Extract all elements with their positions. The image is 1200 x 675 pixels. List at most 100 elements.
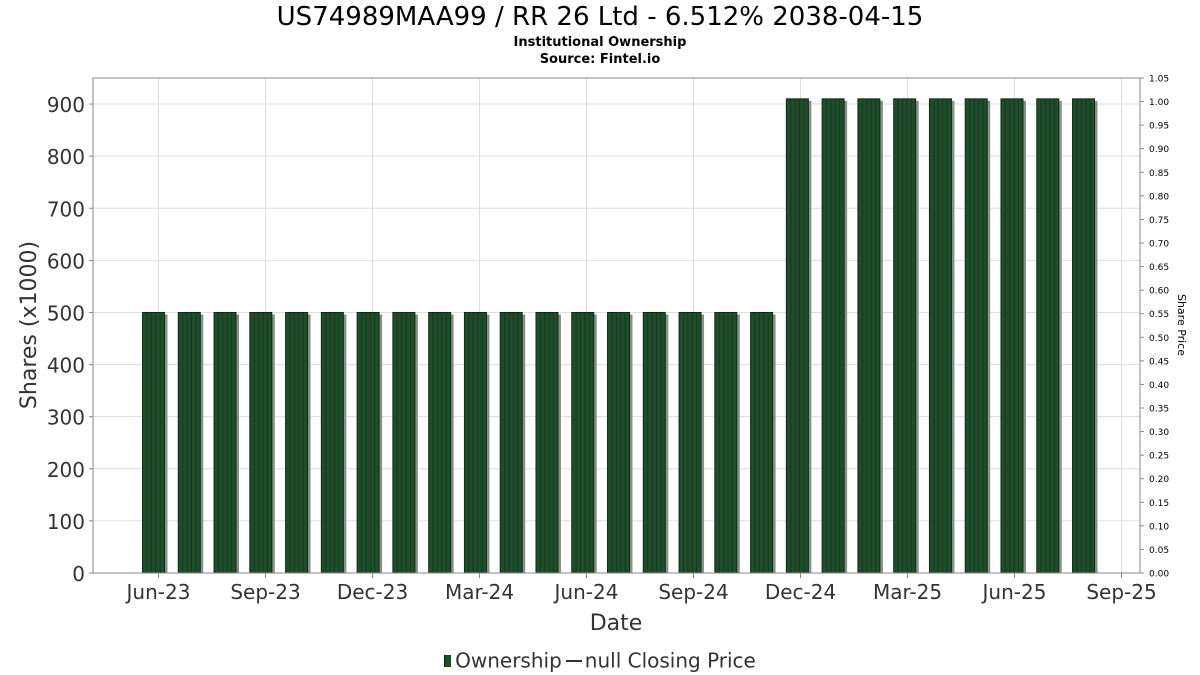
- bar-body: [785, 98, 809, 574]
- y2-tick-label: 0.55: [1149, 310, 1169, 320]
- ownership-bar: [571, 311, 597, 574]
- y-tick-label: 400: [47, 354, 85, 378]
- y-tick-label: 200: [47, 458, 85, 482]
- ownership-bar: [177, 311, 204, 574]
- bar-body: [1072, 98, 1096, 574]
- y2-tick-label: 0.95: [1149, 122, 1169, 132]
- x-tick-label: Sep-25: [1086, 580, 1156, 604]
- bar-body: [463, 311, 487, 574]
- ownership-legend-swatch: [444, 654, 452, 667]
- bar-body: [428, 311, 452, 574]
- bar-body: [142, 311, 165, 574]
- y-tick-label: 700: [47, 197, 85, 221]
- ownership-bar: [320, 311, 347, 574]
- bar-body: [893, 98, 917, 574]
- y-tick-label: 100: [47, 510, 85, 534]
- chart-source: Source: Fintel.io: [539, 52, 661, 67]
- ownership-bar: [1072, 98, 1098, 574]
- bar-body: [928, 98, 952, 574]
- y-tick-label: 0: [72, 562, 85, 586]
- y2-tick-label: 0.35: [1149, 405, 1169, 415]
- x-tick-label: Mar-25: [873, 580, 942, 604]
- ownership-bar: [964, 98, 991, 574]
- x-tick-label: Jun-23: [125, 580, 191, 604]
- y-tick-label: 300: [47, 406, 85, 430]
- ownership-bar: [535, 311, 561, 574]
- ownership-bar: [499, 311, 526, 574]
- price-legend-swatch: [565, 659, 582, 662]
- bar-body: [1036, 98, 1060, 574]
- y2-tick-label: 0.65: [1149, 263, 1169, 273]
- ownership-bar: [285, 311, 311, 574]
- y2-tick-label: 0.15: [1149, 499, 1169, 509]
- chart-title: US74989MAA99 / RR 26 Ltd - 6.512% 2038-0…: [276, 2, 924, 32]
- y2-tick-label: 1.05: [1149, 75, 1169, 85]
- bar-body: [750, 311, 774, 574]
- bar-body: [964, 98, 988, 574]
- ownership-bar: [821, 98, 848, 574]
- bar-body: [320, 311, 344, 574]
- y2-tick-label: 0.30: [1149, 428, 1169, 438]
- y2-tick-label: 0.90: [1149, 145, 1169, 155]
- ownership-bar: [356, 311, 383, 574]
- y2-tick-label: 0.85: [1149, 169, 1169, 179]
- y2-tick-label: 0.70: [1149, 240, 1169, 250]
- ownership-bar: [1000, 98, 1026, 574]
- x-axis-label: Date: [590, 611, 643, 636]
- bars-layer: [142, 98, 1098, 574]
- x-tick-label: Jun-25: [981, 580, 1047, 604]
- y-tick-label: 600: [47, 249, 85, 273]
- y2-tick-label: 0.00: [1149, 570, 1169, 580]
- chart-subtitle: Institutional Ownership: [513, 35, 687, 50]
- bar-body: [356, 311, 380, 574]
- ownership-bar: [857, 98, 883, 574]
- bar-body: [285, 311, 309, 574]
- ownership-bar: [678, 311, 705, 574]
- bar-body: [821, 98, 845, 574]
- bar-body: [857, 98, 881, 574]
- plot-frame: [92, 77, 1141, 574]
- y-tick-label: 800: [47, 145, 85, 169]
- ownership-bar: [142, 311, 168, 574]
- bar-body: [177, 311, 201, 574]
- y2-axis-label: Share Price: [1175, 294, 1188, 356]
- ownership-bar: [249, 311, 275, 574]
- bar-body: [642, 311, 666, 574]
- y2-tick-label: 0.75: [1149, 216, 1169, 226]
- y-tick-label: 900: [47, 93, 85, 117]
- y2-tick-label: 0.10: [1149, 522, 1169, 532]
- y2-tick-label: 0.25: [1149, 452, 1169, 462]
- bar-body: [213, 311, 237, 574]
- ownership-bar: [392, 311, 418, 574]
- bar-body: [249, 311, 273, 574]
- ownership-legend-label: Ownership: [455, 648, 562, 673]
- y2-tick-label: 0.80: [1149, 192, 1169, 202]
- x-tick-label: Dec-24: [765, 580, 836, 604]
- ownership-bar: [750, 311, 776, 574]
- ownership-bar: [213, 311, 240, 574]
- bar-body: [571, 311, 595, 574]
- y2-tick-label: 0.60: [1149, 287, 1169, 297]
- y-axis-label: Shares (x1000): [17, 241, 42, 409]
- bar-body: [607, 311, 631, 574]
- y2-tick-label: 0.45: [1149, 357, 1169, 367]
- bar-body: [714, 311, 738, 574]
- y2-tick-label: 0.05: [1149, 546, 1169, 556]
- ownership-bar: [428, 311, 454, 574]
- legend: Ownership null Closing Price: [0, 647, 1200, 673]
- bar-body: [392, 311, 416, 574]
- ownership-bar: [607, 311, 633, 574]
- y-tick-label: 500: [47, 301, 85, 325]
- ownership-bar: [893, 98, 919, 574]
- x-tick-label: Dec-23: [337, 580, 408, 604]
- y2-tick-label: 0.50: [1149, 334, 1169, 344]
- axes-layer: 0 100 200 300 400 500 600 700 800 900 0.00 0.05 0.10…: [47, 75, 1170, 605]
- bar-body: [1000, 98, 1024, 574]
- y2-tick-label: 0.20: [1149, 475, 1169, 485]
- x-tick-label: Mar-24: [445, 580, 514, 604]
- ownership-bar: [463, 311, 490, 574]
- y2-tick-label: 1.00: [1149, 98, 1169, 108]
- ownership-bar: [642, 311, 669, 574]
- x-tick-label: Jun-24: [553, 580, 619, 604]
- y2-tick-label: 0.40: [1149, 381, 1169, 391]
